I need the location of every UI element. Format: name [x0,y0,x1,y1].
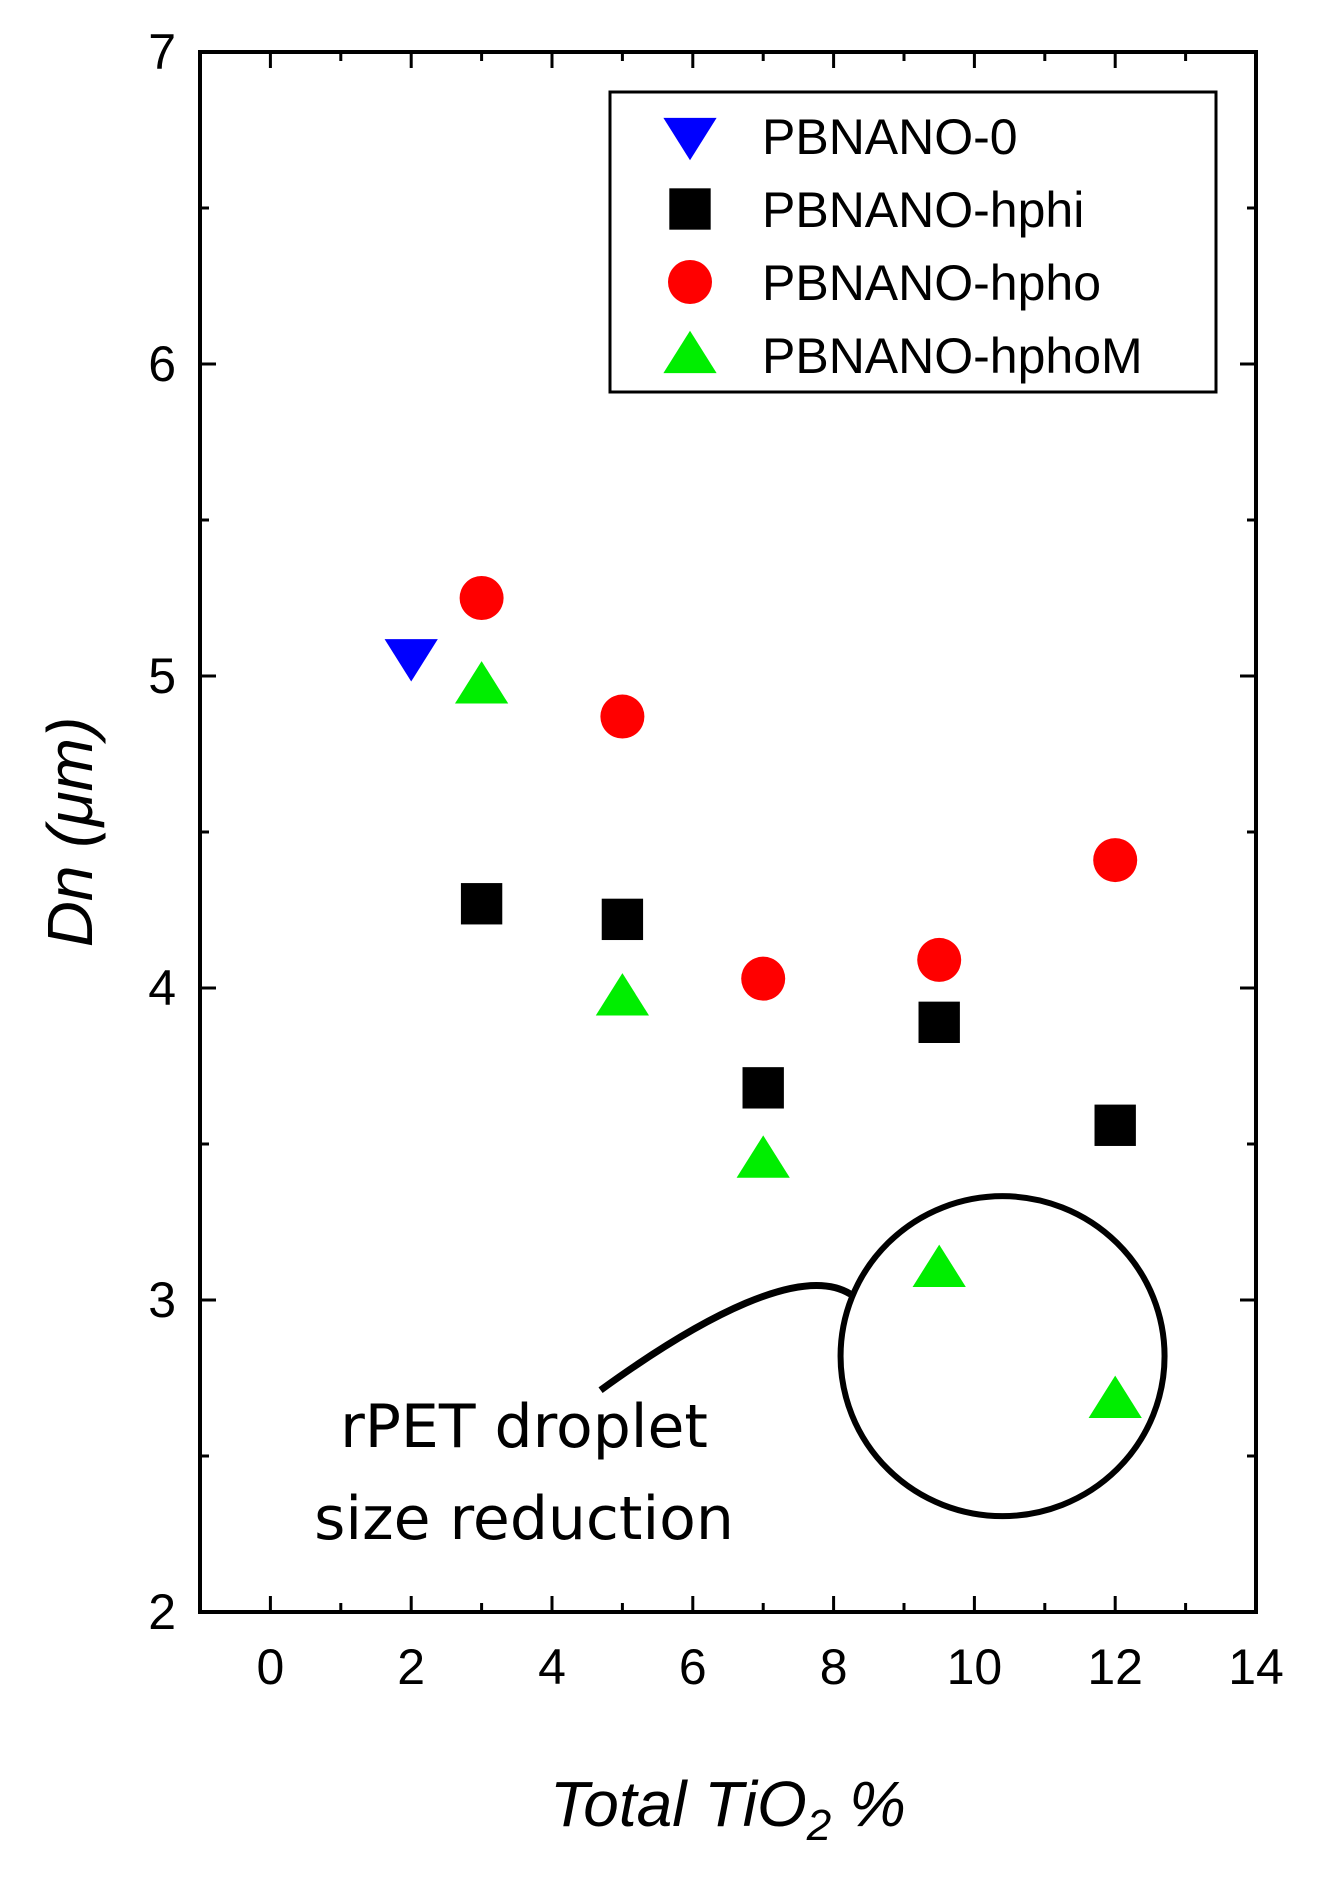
data-point-pbnano-hphi [1094,1104,1136,1146]
x-tick-label: 6 [679,1639,707,1695]
x-axis-title-subscript: 2 [806,1801,831,1850]
legend-marker-pbnano-hphi [669,188,711,230]
x-tick-label: 14 [1228,1639,1284,1695]
y-axis-title: Dn (μm) [34,717,106,948]
x-tick-label: 0 [256,1639,284,1695]
axis-tick-labels: 0 2 4 6 8 10 12 14 2 3 4 5 6 7 [148,24,1284,1695]
data-point-pbnano-hphi [918,1001,960,1043]
data-point-pbnano-hphom [595,973,650,1016]
data-point-pbnano-hphi [460,883,503,925]
x-axis-title-main: Total TiO [550,1768,807,1840]
data-point-pbnano-hphom [454,661,509,704]
y-tick-label: 5 [148,648,176,704]
y-tick-label: 4 [148,960,176,1016]
data-point-pbnano-hpho [1093,838,1138,883]
y-tick-label: 3 [148,1272,176,1328]
x-tick-label: 8 [820,1639,848,1695]
legend-marker-pbnano-hphom [663,330,717,374]
annotation: rPET droplet size reduction [314,1193,1168,1554]
x-tick-label: 12 [1087,1639,1143,1695]
legend-label: PBNANO-hphi [762,182,1084,238]
legend-label: PBNANO-hphoM [762,328,1143,384]
data-point-pbnano-hphi [601,898,644,941]
legend-label: PBNANO-0 [762,109,1018,165]
x-axis-title: Total TiO2 % [550,1768,906,1850]
data-point-pbnano-hphom [736,1135,790,1178]
x-axis-title-suffix: % [831,1768,906,1840]
legend-marker-pbnano-0 [663,117,717,161]
y-tick-label: 2 [148,1584,176,1640]
data-points [384,576,1142,1418]
legend-marker-pbnano-hpho [668,260,712,304]
data-point-pbnano-0 [384,639,438,682]
annotation-circle [837,1193,1168,1520]
x-tick-label: 4 [538,1639,566,1695]
annotation-text: rPET droplet [340,1392,708,1462]
data-point-pbnano-hphom [1088,1375,1142,1418]
x-tick-label: 10 [947,1639,1003,1695]
y-tick-label: 7 [148,24,176,80]
legend-box [608,90,1218,394]
data-point-pbnano-hpho [741,956,786,1001]
data-point-pbnano-hpho [917,937,962,982]
annotation-connector [598,1282,853,1393]
data-point-pbnano-hphom [912,1244,966,1287]
legend: PBNANO-0 PBNANO-hphi PBNANO-hpho PBNANO-hph… [608,90,1218,394]
data-point-pbnano-hphi [742,1067,784,1109]
x-tick-label: 2 [397,1639,425,1695]
legend-label: PBNANO-hpho [762,255,1101,311]
annotation-text: size reduction [314,1484,734,1554]
data-point-pbnano-hpho [459,576,504,620]
axis-ticks [198,50,1258,1614]
data-point-pbnano-hpho [600,694,645,739]
y-tick-label: 6 [148,336,176,392]
